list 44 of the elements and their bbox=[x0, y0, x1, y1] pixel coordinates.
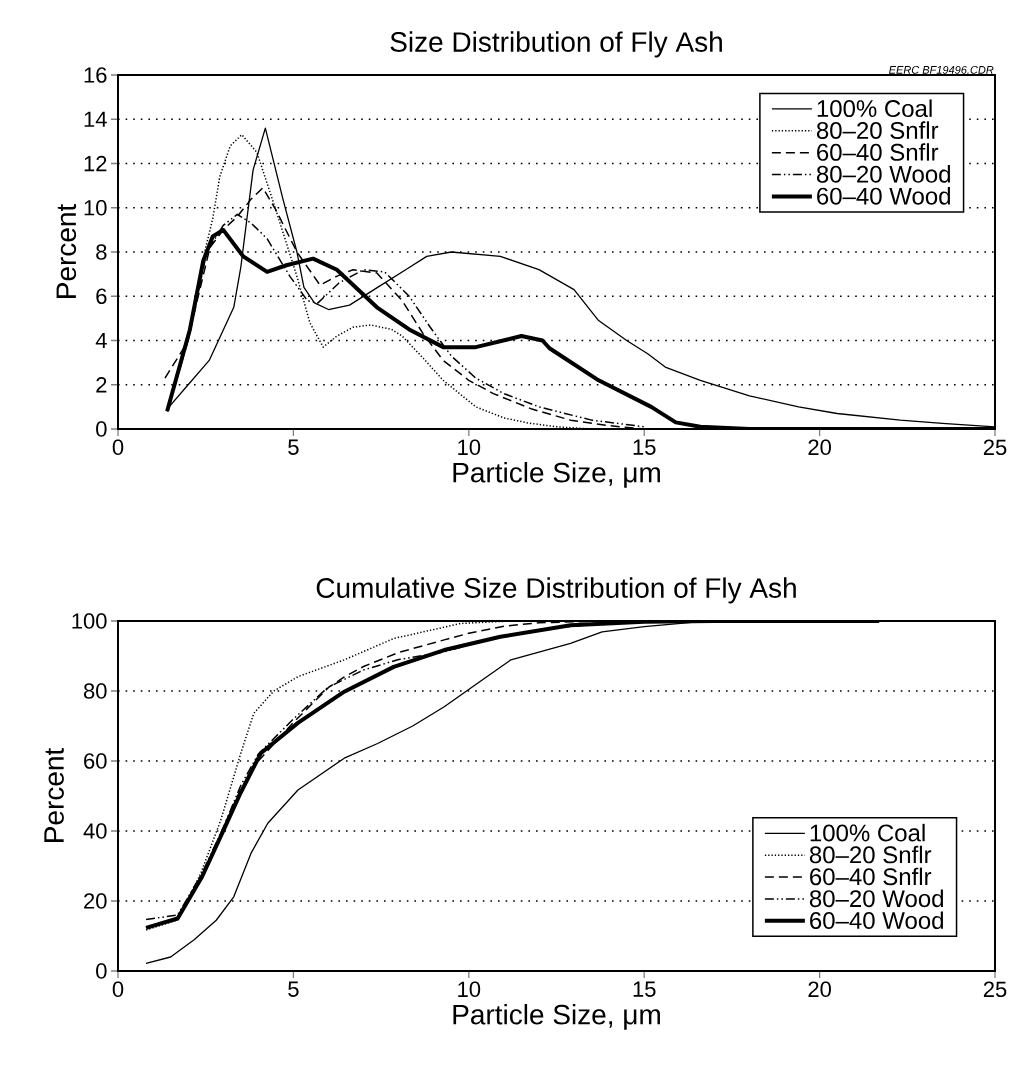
x-tick-label: 15 bbox=[633, 981, 656, 997]
x-tick-label: 0 bbox=[112, 439, 124, 456]
x-tick-label: 25 bbox=[983, 439, 1007, 456]
y-tick-label: 12 bbox=[84, 155, 107, 172]
legend-label: 80–20 Snflr bbox=[809, 845, 932, 864]
x-tick-label: 5 bbox=[288, 981, 299, 997]
x-tick-label: 20 bbox=[808, 439, 831, 456]
y-axis-title: Percent bbox=[44, 747, 64, 842]
legend-label: 80–20 Snflr bbox=[816, 121, 939, 139]
x-tick-label: 0 bbox=[112, 981, 124, 998]
x-tick-label: 10 bbox=[458, 439, 481, 456]
legend-label: 60–40 Snflr bbox=[817, 143, 939, 161]
chart-title: Cumulative Size Distribution of Fly Ash bbox=[316, 577, 796, 604]
legend-label: 80–20 Wood bbox=[809, 889, 943, 908]
y-axis-title: Percent bbox=[56, 203, 77, 298]
x-axis-title: Particle Size, μm bbox=[453, 1003, 660, 1030]
x-tick-label: 25 bbox=[983, 981, 1007, 998]
y-tick-label: 20 bbox=[84, 893, 107, 909]
y-tick-label: 60 bbox=[84, 753, 107, 769]
y-tick-label: 80 bbox=[83, 683, 107, 699]
y-tick-label: 10 bbox=[84, 199, 107, 216]
y-tick-label: 2 bbox=[96, 377, 107, 393]
legend-label: 100% Coal bbox=[817, 99, 932, 118]
y-tick-label: 8 bbox=[96, 244, 107, 260]
chart-title: Size Distribution of Fly Ash bbox=[390, 31, 722, 58]
x-axis-title: Particle Size, μm bbox=[453, 461, 660, 488]
y-tick-label: 0 bbox=[96, 963, 107, 979]
text: EERC BF19496.CDR bbox=[889, 66, 994, 74]
y-tick-label: 40 bbox=[83, 823, 107, 839]
y-tick-label: 14 bbox=[84, 111, 107, 127]
y-tick-label: 0 bbox=[96, 421, 107, 437]
x-tick-label: 15 bbox=[633, 439, 656, 455]
x-tick-label: 20 bbox=[808, 981, 831, 998]
x-tick-label: 10 bbox=[458, 981, 481, 998]
x-tick-label: 5 bbox=[288, 439, 299, 455]
y-tick-label: 16 bbox=[84, 67, 107, 83]
legend-label: 60–40 Wood bbox=[810, 911, 943, 930]
legend-label: 60–40 Wood bbox=[817, 187, 950, 205]
legend-label: 60–40 Snflr bbox=[810, 867, 932, 886]
legend-label: 80–20 Wood bbox=[816, 165, 950, 183]
y-tick-label: 6 bbox=[96, 288, 107, 305]
y-tick-label: 4 bbox=[95, 332, 107, 349]
legend-label: 100% Coal bbox=[810, 823, 925, 842]
y-tick-label: 100 bbox=[72, 613, 107, 629]
